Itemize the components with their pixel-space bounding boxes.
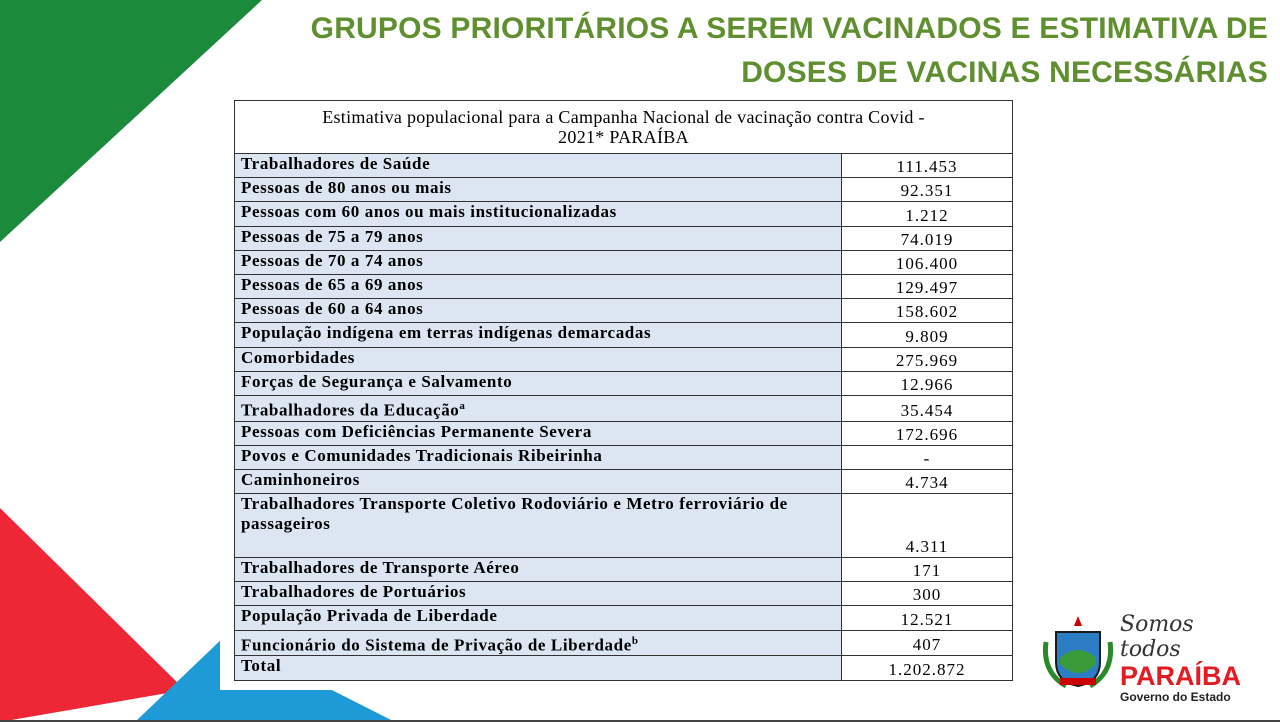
row-value: 158.602 — [841, 298, 1013, 324]
table-row: Caminhoneiros 4.734 — [234, 468, 1013, 495]
label-text: Pessoas com 60 anos ou mais instituciona… — [241, 202, 617, 222]
row-value: 172.696 — [841, 420, 1013, 446]
table-row: Pessoas de 65 a 69 anos 129.497 — [234, 273, 1013, 300]
row-value: 1.202.872 — [841, 655, 1013, 681]
label-text: Trabalhadores de Portuários — [241, 582, 467, 602]
row-label: Trabalhadores de Saúde — [234, 152, 842, 179]
row-value: 275.969 — [841, 346, 1013, 372]
row-label: Pessoas com Deficiências Permanente Seve… — [234, 420, 842, 446]
caption-text: Estimativa populacional para a Campanha … — [322, 107, 925, 127]
state-name: PARAÍBA — [1120, 661, 1241, 691]
row-value: - — [841, 444, 1013, 470]
red-triangle — [0, 508, 185, 722]
row-label: Pessoas de 75 a 79 anos — [234, 225, 842, 251]
label-text: Pessoas com Deficiências Permanente Seve… — [241, 421, 592, 441]
table-row: Forças de Segurança e Salvamento 12.966 — [234, 370, 1013, 396]
slogan: Somos todos — [1120, 612, 1194, 662]
caption-text: 2021* PARAÍBA — [558, 127, 689, 147]
table-row: Total 1.202.872 — [234, 655, 1013, 681]
coat-of-arms — [1042, 616, 1114, 689]
government: Governo do Estado — [1120, 690, 1231, 704]
table-row: Trabalhadores de Transporte Aéreo 171 — [234, 557, 1013, 583]
caption-row: Estimativa populacional para a Campanha … — [234, 100, 1013, 154]
row-value: 35.454 — [841, 394, 1013, 422]
row-value: 12.966 — [841, 370, 1013, 396]
row-label: Trabalhadores da Educaçãoa — [234, 394, 842, 422]
green-triangle — [0, 0, 262, 242]
table-row: Povos e Comunidades Tradicionais Ribeiri… — [234, 444, 1013, 470]
row-value: 111.453 — [841, 152, 1013, 179]
row-label: Pessoas de 70 a 74 anos — [234, 249, 842, 275]
footnote-mark: b — [631, 634, 639, 647]
label-text: Trabalhadores de Saúde — [241, 154, 431, 173]
title: GRUPOS PRIORITÁRIOS A SEREM VACINADOS E … — [310, 12, 1268, 45]
row-label: Trabalhadores Transporte Coletivo Rodovi… — [234, 493, 842, 559]
table-row: População Privada de Liberdade 12.521 — [234, 605, 1013, 631]
table-row: Trabalhadores de Saúde 111.453 — [234, 152, 1013, 179]
row-label: População indígena em terras indígenas d… — [234, 322, 842, 348]
table-row: Pessoas de 60 a 64 anos 158.602 — [234, 298, 1013, 324]
label-text: Pessoas de 60 a 64 anos — [241, 299, 424, 319]
row-value: 1.212 — [841, 201, 1013, 227]
label-text: Trabalhadores Transporte Coletivo Rodovi… — [241, 494, 788, 534]
row-value: 4.311 — [841, 493, 1013, 559]
label-text: Povos e Comunidades Tradicionais Ribeiri… — [241, 445, 603, 465]
logo: Somos todos PARAÍBA Governo do Estado — [1120, 612, 1260, 704]
table-row: Comorbidades 275.969 — [234, 346, 1013, 372]
title: DOSES DE VACINAS NECESSÁRIAS — [741, 56, 1268, 89]
label-text: Pessoas de 80 anos ou mais — [241, 178, 452, 198]
row-value: 171 — [841, 557, 1013, 583]
table-row: Trabalhadores Transporte Coletivo Rodovi… — [234, 493, 1013, 559]
label-text: Pessoas de 65 a 69 anos — [241, 274, 424, 294]
row-label: População Privada de Liberdade — [234, 605, 842, 631]
label-text: Caminhoneiros — [241, 469, 360, 489]
caption: Estimativa populacional para a Campanha … — [234, 100, 1013, 154]
label-text: População Privada de Liberdade — [241, 606, 498, 626]
row-value: 9.809 — [841, 322, 1013, 348]
row-label: Pessoas de 80 anos ou mais — [234, 177, 842, 203]
table-row: Trabalhadores da Educaçãoa 35.454 — [234, 394, 1013, 422]
label-text: Funcionário do Sistema de Privação de Li… — [241, 635, 632, 655]
label-text: Total — [241, 656, 282, 676]
row-value: 92.351 — [841, 177, 1013, 203]
row-label: Funcionário do Sistema de Privação de Li… — [234, 629, 842, 657]
label-text: Pessoas de 70 a 74 anos — [241, 250, 424, 270]
row-value: 4.734 — [841, 468, 1013, 495]
table-row: Pessoas de 70 a 74 anos 106.400 — [234, 249, 1013, 275]
label-text: Forças de Segurança e Salvamento — [241, 371, 513, 391]
row-label: Povos e Comunidades Tradicionais Ribeiri… — [234, 444, 842, 470]
table-row: Trabalhadores de Portuários 300 — [234, 581, 1013, 607]
table-row: População indígena em terras indígenas d… — [234, 322, 1013, 348]
row-value: 407 — [841, 629, 1013, 657]
table-row: Pessoas com Deficiências Permanente Seve… — [234, 420, 1013, 446]
row-label: Total — [234, 655, 842, 681]
table: Estimativa populacional para a Campanha … — [234, 100, 1013, 681]
label-text: População indígena em terras indígenas d… — [241, 323, 652, 343]
row-label: Pessoas de 65 a 69 anos — [234, 273, 842, 300]
row-value: 74.019 — [841, 225, 1013, 251]
label-text: Comorbidades — [241, 347, 355, 367]
row-label: Trabalhadores de Portuários — [234, 581, 842, 607]
row-label: Comorbidades — [234, 346, 842, 372]
row-value: 12.521 — [841, 605, 1013, 631]
row-value: 106.400 — [841, 249, 1013, 275]
table-row: Pessoas de 75 a 79 anos 74.019 — [234, 225, 1013, 251]
footnote-mark: a — [459, 399, 466, 412]
row-label: Pessoas de 60 a 64 anos — [234, 298, 842, 324]
table-row: Pessoas de 80 anos ou mais 92.351 — [234, 177, 1013, 203]
label-text: Trabalhadores da Educação — [241, 400, 460, 420]
row-label: Caminhoneiros — [234, 468, 842, 495]
table-row: Funcionário do Sistema de Privação de Li… — [234, 629, 1013, 657]
label-text: Pessoas de 75 a 79 anos — [241, 226, 424, 246]
row-label: Pessoas com 60 anos ou mais instituciona… — [234, 201, 842, 227]
row-label: Trabalhadores de Transporte Aéreo — [234, 557, 842, 583]
label-text: Trabalhadores de Transporte Aéreo — [241, 558, 520, 578]
row-label: Forças de Segurança e Salvamento — [234, 370, 842, 396]
row-value: 300 — [841, 581, 1013, 607]
row-value: 129.497 — [841, 273, 1013, 300]
table-row: Pessoas com 60 anos ou mais instituciona… — [234, 201, 1013, 227]
